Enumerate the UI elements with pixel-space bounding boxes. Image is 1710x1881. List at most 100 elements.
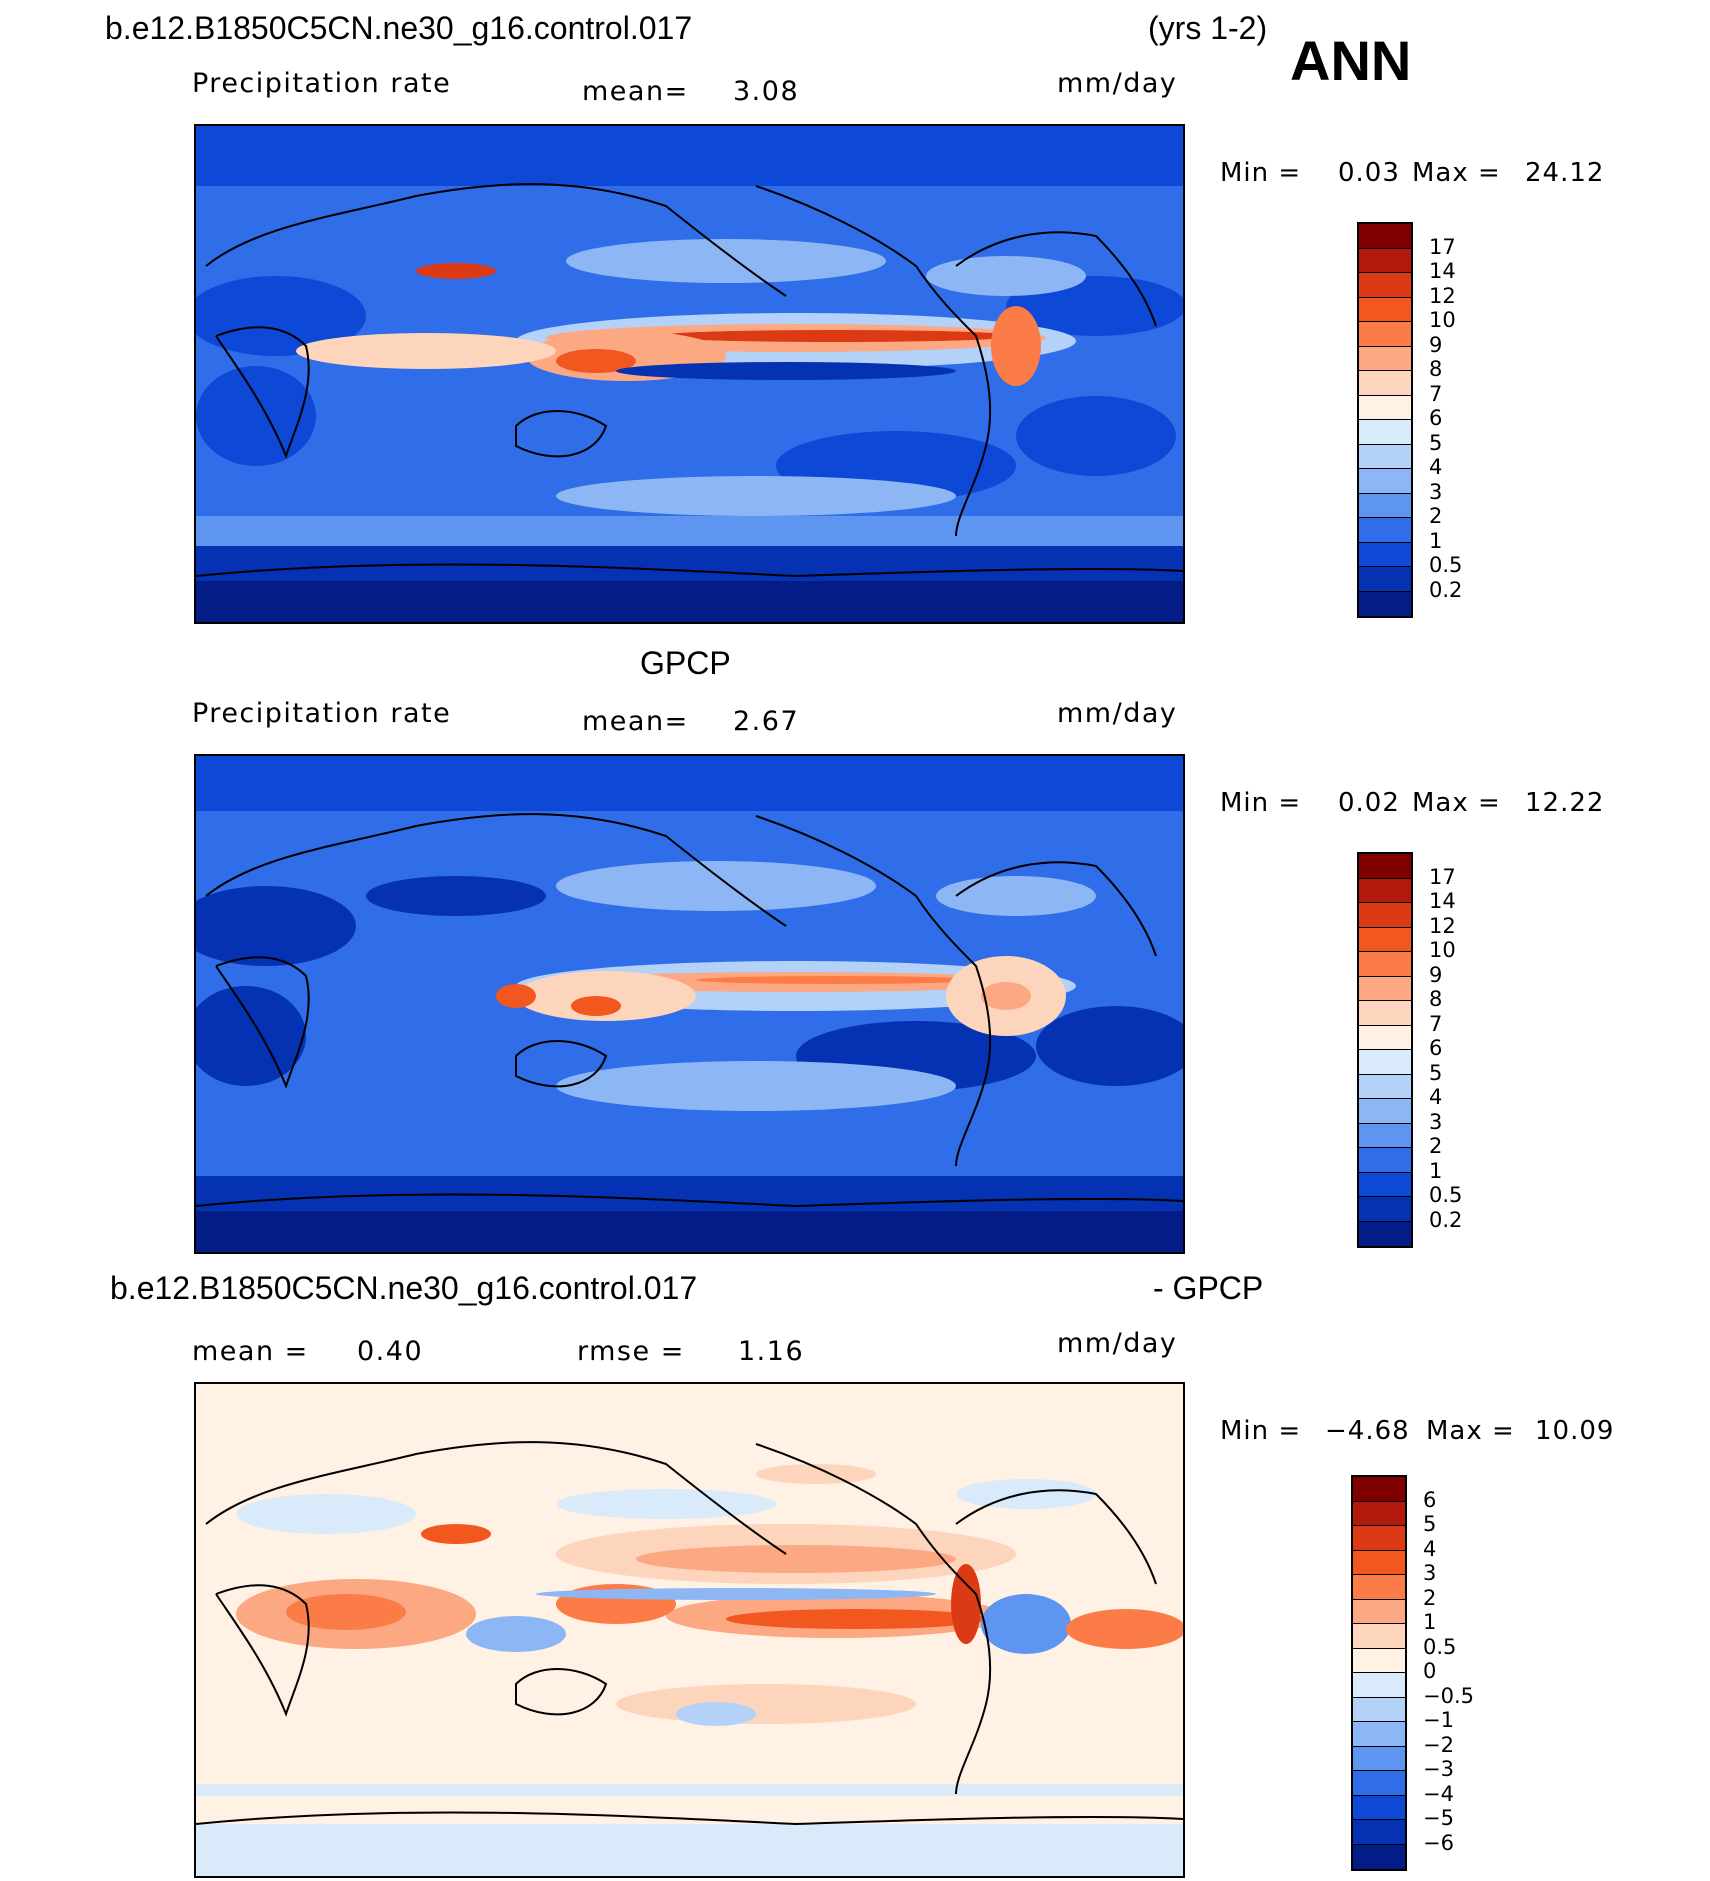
colorbar-swatch (1353, 1795, 1405, 1820)
colorbar-swatch (1353, 1526, 1405, 1551)
colorbar-swatch (1353, 1648, 1405, 1673)
colorbar-swatch (1359, 518, 1411, 543)
season-label: ANN (1290, 29, 1412, 92)
panel2-units: mm/day (1057, 698, 1178, 729)
panel3-max-label: Max = (1426, 1416, 1515, 1446)
colorbar-swatch (1359, 927, 1411, 952)
colorbar-label: 7 (1429, 381, 1443, 406)
colorbar-label: 14 (1429, 259, 1456, 283)
colorbar-swatch (1353, 1477, 1405, 1502)
colorbar-label: 1 (1423, 1610, 1437, 1634)
panel3-title-right: - GPCP (1153, 1270, 1264, 1306)
panel3-units: mm/day (1057, 1328, 1178, 1359)
colorbar-swatch (1353, 1501, 1405, 1526)
colorbar-label: 5 (1429, 430, 1443, 455)
colorbar-swatch (1353, 1771, 1405, 1796)
colorbar-swatch (1353, 1746, 1405, 1771)
colorbar-swatch (1359, 952, 1411, 977)
panel3-max-value: 10.09 (1535, 1416, 1615, 1446)
colorbar-swatch (1353, 1550, 1405, 1575)
colorbar-swatch (1353, 1599, 1405, 1624)
colorbar-label: 9 (1429, 962, 1443, 987)
panel3-mean-label: mean = (192, 1336, 309, 1367)
colorbar-label: 2 (1423, 1585, 1437, 1610)
panel1-min-value: 0.03 (1338, 158, 1400, 188)
colorbar-label: 4 (1429, 455, 1443, 479)
colorbar-swatch (1359, 1025, 1411, 1050)
panel1-variable: Precipitation rate (192, 68, 452, 99)
colorbar-swatch (1359, 854, 1411, 879)
panel3-min-value: −4.68 (1325, 1416, 1410, 1446)
panel3-colorbar (1351, 1475, 1407, 1871)
colorbar-label: 8 (1429, 987, 1443, 1011)
colorbar-label: −6 (1423, 1830, 1454, 1855)
colorbar-label: 6 (1429, 406, 1443, 430)
panel2-max-value: 12.22 (1525, 788, 1605, 818)
colorbar-swatch (1359, 1172, 1411, 1197)
colorbar-swatch (1359, 542, 1411, 567)
panel3-min-label: Min = (1220, 1416, 1302, 1446)
colorbar-swatch (1359, 420, 1411, 445)
colorbar-swatch (1359, 273, 1411, 298)
colorbar-label: 1 (1429, 1158, 1443, 1183)
colorbar-label: 12 (1429, 913, 1456, 938)
colorbar-label: 1 (1429, 528, 1443, 553)
colorbar-label: 6 (1429, 1036, 1443, 1060)
colorbar-label: 14 (1429, 889, 1456, 913)
colorbar-label: 6 (1423, 1487, 1437, 1512)
colorbar-label: 0.2 (1429, 577, 1463, 602)
colorbar-swatch (1359, 591, 1411, 616)
colorbar-swatch (1359, 444, 1411, 469)
colorbar-label: 4 (1423, 1536, 1437, 1561)
colorbar-swatch (1353, 1575, 1405, 1600)
panel3-mean-value: 0.40 (357, 1336, 424, 1367)
colorbar-swatch (1353, 1697, 1405, 1722)
colorbar-label: −4 (1423, 1781, 1454, 1806)
years-label: (yrs 1-2) (1148, 10, 1268, 46)
colorbar-label: −0.5 (1423, 1683, 1474, 1708)
colorbar-label: 4 (1429, 1085, 1443, 1109)
panel2-mean-value: 2.67 (733, 706, 800, 737)
panel2-title: GPCP (640, 645, 731, 681)
colorbar-swatch (1359, 224, 1411, 249)
panel3-map (194, 1382, 1185, 1878)
colorbar-label: 5 (1429, 1060, 1443, 1085)
colorbar-swatch (1359, 1001, 1411, 1026)
colorbar-swatch (1359, 493, 1411, 518)
panel1-mean-label: mean= (582, 76, 689, 107)
case-title: b.e12.B1850C5CN.ne30_g16.control.017 (105, 10, 693, 46)
colorbar-label: 12 (1429, 283, 1456, 308)
panel3-rmse-value: 1.16 (738, 1336, 805, 1367)
colorbar-label: 0 (1423, 1659, 1437, 1683)
colorbar-label: 17 (1429, 864, 1456, 889)
panel1-mean-value: 3.08 (733, 76, 800, 107)
panel2-min-label: Min = (1220, 788, 1302, 818)
colorbar-swatch (1359, 1050, 1411, 1075)
colorbar-swatch (1359, 395, 1411, 420)
panel2-colorbar (1357, 852, 1413, 1248)
panel1-colorbar (1357, 222, 1413, 618)
panel2-variable: Precipitation rate (192, 698, 452, 729)
panel1-min-label: Min = (1220, 158, 1302, 188)
colorbar-label: 10 (1429, 938, 1456, 962)
panel2-max-label: Max = (1412, 788, 1501, 818)
colorbar-swatch (1359, 371, 1411, 396)
colorbar-swatch (1359, 322, 1411, 347)
colorbar-swatch (1359, 878, 1411, 903)
colorbar-label: 7 (1429, 1011, 1443, 1036)
colorbar-swatch (1359, 1123, 1411, 1148)
colorbar-label: 3 (1429, 479, 1443, 504)
colorbar-swatch (1353, 1820, 1405, 1845)
colorbar-label: 0.5 (1429, 553, 1463, 577)
panel3-rmse-label: rmse = (577, 1336, 685, 1367)
panel1-map (194, 124, 1185, 624)
colorbar-label: 3 (1429, 1109, 1443, 1134)
colorbar-label: −2 (1423, 1732, 1454, 1757)
colorbar-swatch (1359, 976, 1411, 1001)
colorbar-label: −1 (1423, 1708, 1454, 1732)
colorbar-swatch (1353, 1722, 1405, 1747)
colorbar-label: 8 (1429, 357, 1443, 381)
colorbar-swatch (1359, 903, 1411, 928)
panel2-map (194, 754, 1185, 1254)
colorbar-swatch (1359, 1074, 1411, 1099)
